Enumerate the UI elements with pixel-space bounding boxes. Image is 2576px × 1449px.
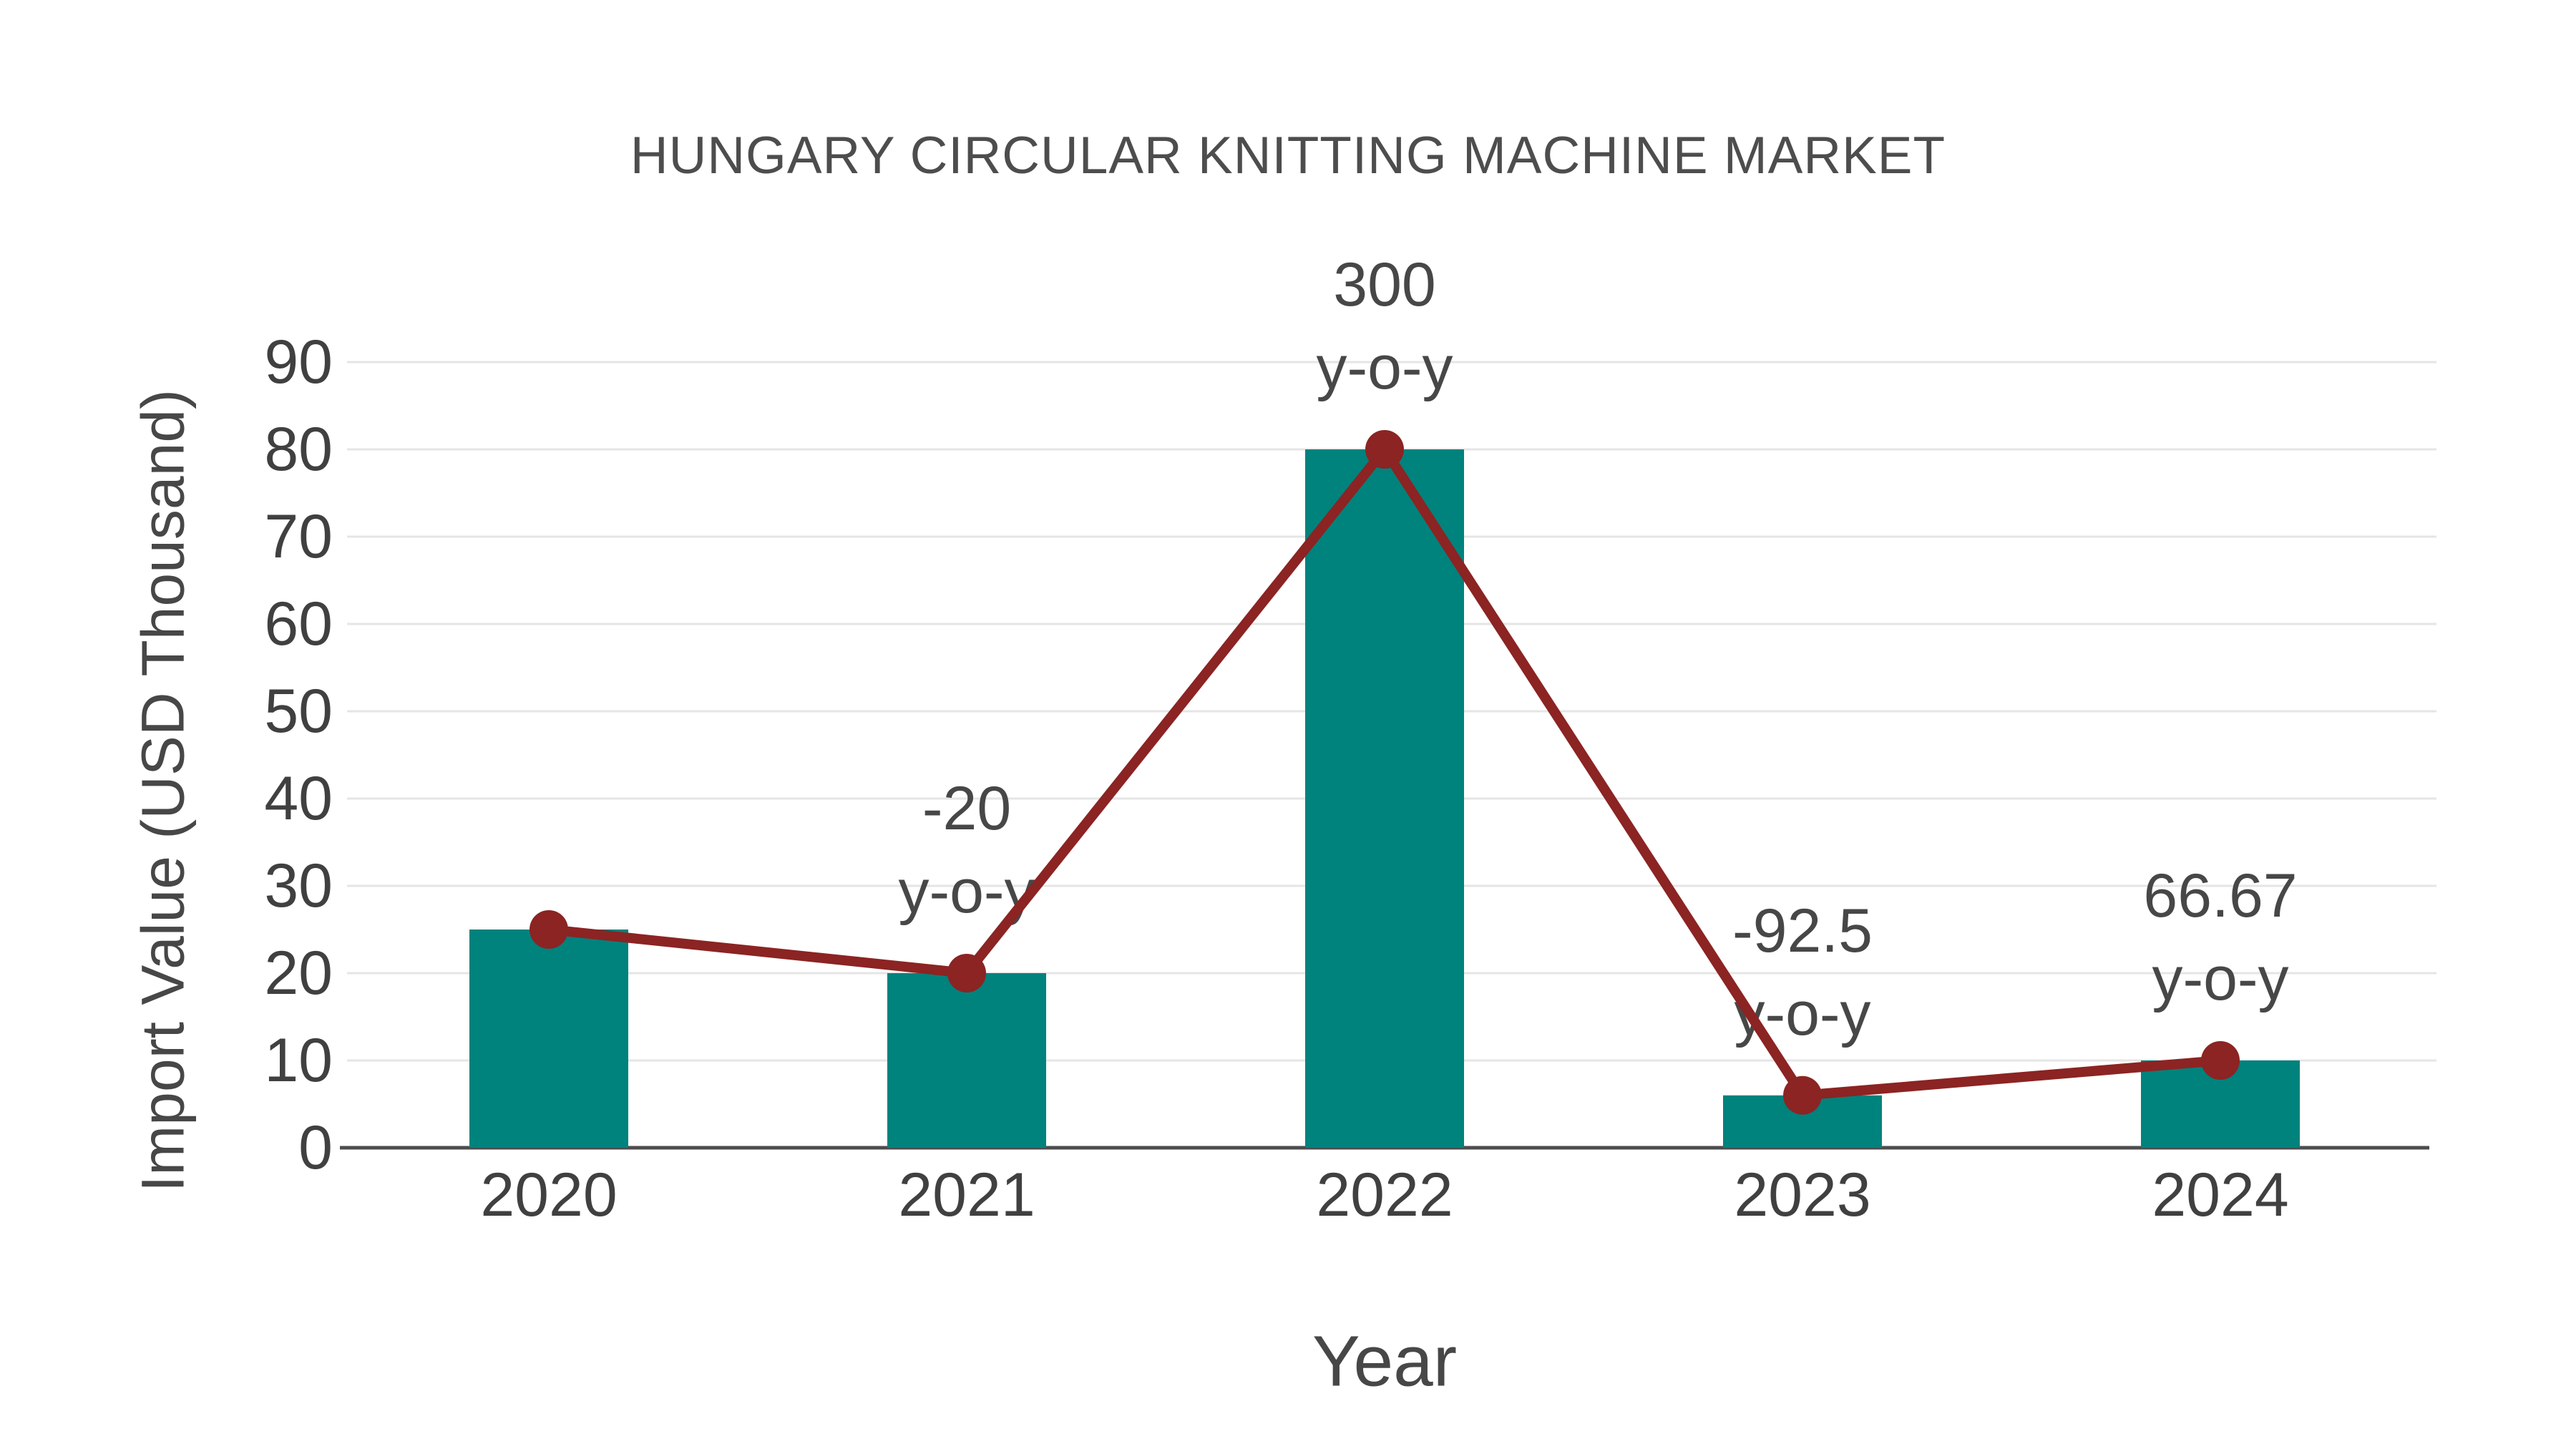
yoy-trend-line xyxy=(548,441,2221,1101)
marker-2023 xyxy=(1783,1075,1822,1115)
bar-2020 xyxy=(469,930,628,1148)
y-tick-20: 20 xyxy=(264,939,333,1008)
marker-2022 xyxy=(1365,430,1404,469)
x-axis-title: Year xyxy=(1312,1321,1458,1402)
marker-2020 xyxy=(530,910,568,949)
x-tick-2020: 2020 xyxy=(480,1161,618,1229)
annotation-2021-value: -20 xyxy=(922,774,1012,843)
y-tick-10: 10 xyxy=(264,1026,333,1095)
bar-2022 xyxy=(1305,449,1464,1148)
x-tick-2024: 2024 xyxy=(2152,1161,2289,1229)
annotation-2023-unit: y-o-y xyxy=(1734,979,1871,1048)
y-tick-50: 50 xyxy=(264,677,333,746)
y-tick-70: 70 xyxy=(264,502,333,571)
y-tick-90: 90 xyxy=(264,328,333,396)
chart-title: HUNGARY CIRCULAR KNITTING MACHINE MARKET xyxy=(630,127,1946,185)
annotation-2022-unit: y-o-y xyxy=(1316,333,1453,402)
annotation-2023-value: -92.5 xyxy=(1732,896,1873,965)
x-tick-2021: 2021 xyxy=(898,1161,1035,1229)
annotation-2024-unit: y-o-y xyxy=(2152,945,2289,1013)
y-tick-40: 40 xyxy=(264,764,333,833)
annotation-2024-value: 66.67 xyxy=(2143,862,2298,930)
y-tick-80: 80 xyxy=(264,415,333,484)
x-tick-2022: 2022 xyxy=(1316,1161,1453,1229)
marker-2021 xyxy=(947,954,986,992)
annotation-2022-value: 300 xyxy=(1333,250,1436,319)
marker-2024 xyxy=(2201,1041,2240,1080)
y-tick-0: 0 xyxy=(298,1113,333,1182)
y-tick-60: 60 xyxy=(264,590,333,658)
y-tick-30: 30 xyxy=(264,852,333,920)
x-tick-2023: 2023 xyxy=(1734,1161,1871,1229)
y-axis-title: Import Value (USD Thousand) xyxy=(129,389,197,1193)
bar-2021 xyxy=(887,973,1046,1148)
